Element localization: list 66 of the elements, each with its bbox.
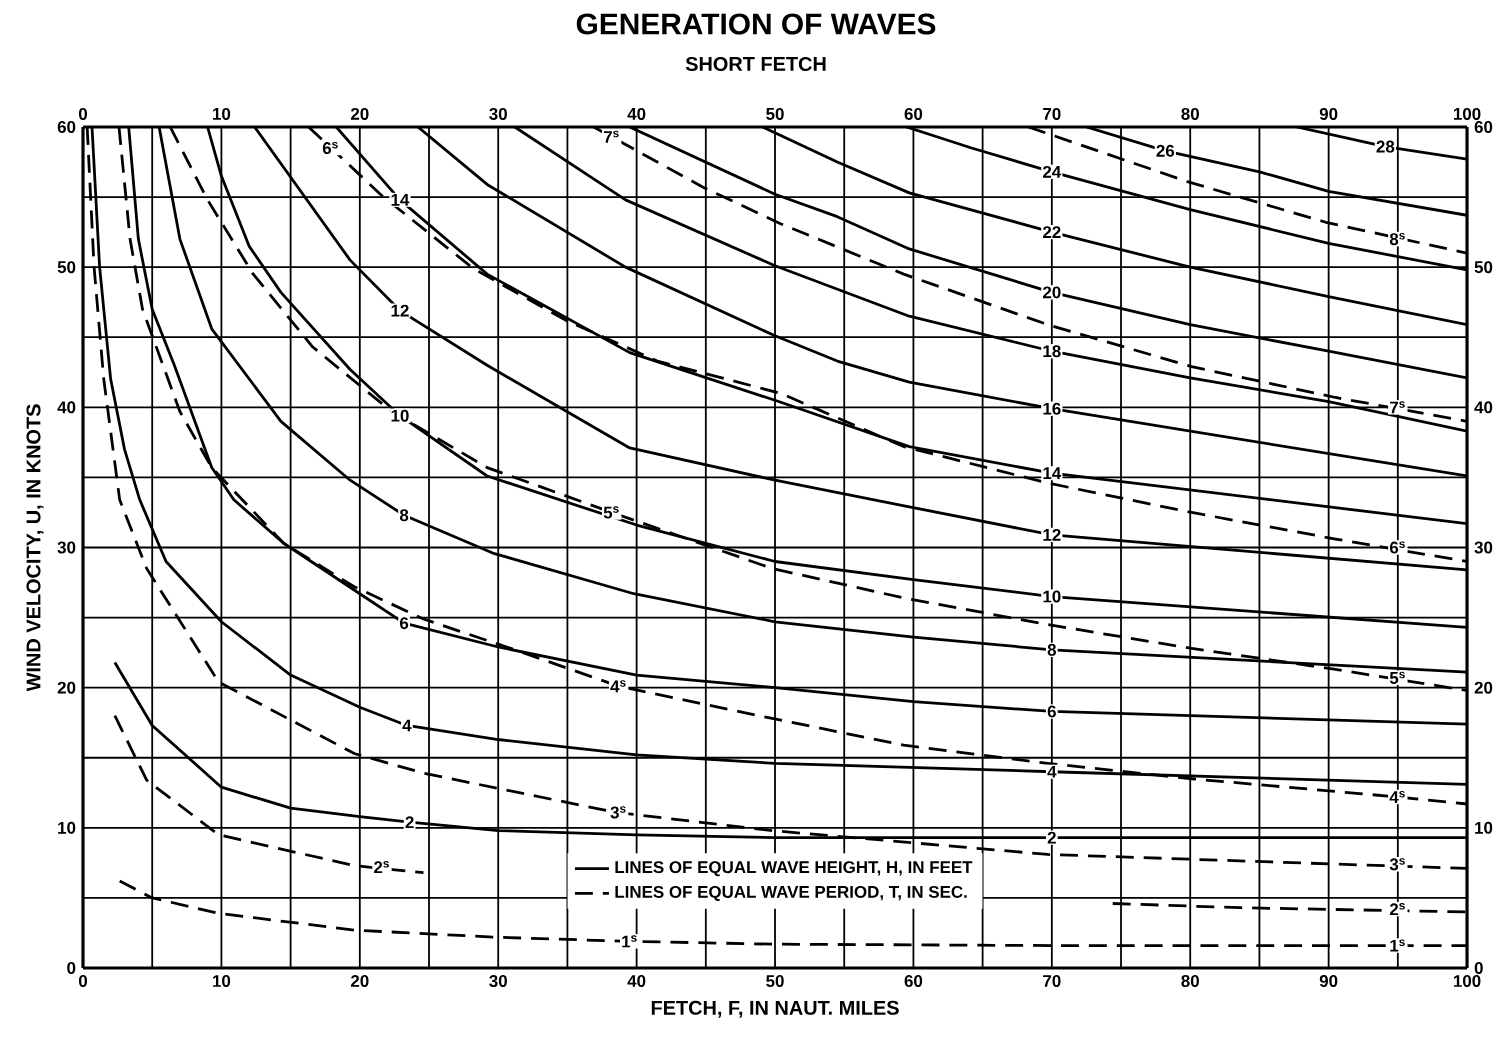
x2-tick-label: 50: [766, 975, 784, 988]
x2-tick-label: 100: [1453, 975, 1481, 988]
annotation: 22: [1043, 226, 1061, 239]
annotation: 7$^{s}$: [1390, 401, 1405, 414]
legend-label: LINES OF EQUAL WAVE HEIGHT, H, IN FEET: [615, 861, 973, 877]
x-tick-label: 30: [489, 107, 507, 120]
annotation: 8: [399, 509, 409, 522]
x2-tick-label: 40: [627, 975, 646, 988]
x-tick-label: 60: [904, 107, 923, 120]
annotation: 2$^{s}$: [1389, 903, 1405, 916]
x-tick-label: 10: [213, 107, 231, 120]
y2-tick-label: 0: [1474, 962, 1483, 974]
x2-tick-label: 80: [1181, 975, 1199, 988]
y2-tick-label: 10: [1475, 821, 1493, 834]
chart-title: GENERATION OF WAVES: [576, 13, 936, 35]
annotation: 6$^{s}$: [322, 141, 338, 155]
annotation: 4: [402, 719, 412, 732]
x-tick-label: 90: [1319, 107, 1338, 120]
annotation: 1$^{s}$: [1390, 939, 1405, 952]
annotation: 7$^{s}$: [603, 130, 619, 143]
annotation: 2: [1047, 831, 1056, 844]
annotation: 5$^{s}$: [603, 506, 619, 519]
annotation: 1$^{s}$: [622, 935, 637, 948]
y-tick-label: 60: [57, 120, 76, 133]
y2-tick-label: 20: [1474, 681, 1493, 694]
x2-tick-label: 0: [78, 975, 88, 988]
annotation: 5$^{s}$: [1389, 671, 1405, 684]
annotation: 6: [1047, 705, 1056, 718]
x-tick-label: 100: [1453, 107, 1481, 120]
annotation: 8: [1047, 643, 1057, 656]
x2-tick-label: 20: [350, 975, 369, 988]
x-tick-label: 80: [1181, 107, 1199, 120]
y2-tick-label: 50: [1474, 261, 1493, 274]
x2-tick-label: 90: [1319, 975, 1338, 988]
annotation: 6: [400, 617, 409, 630]
y-tick-label: 40: [57, 401, 76, 414]
annotation: 4$^{s}$: [610, 680, 626, 693]
annotation: 4: [1047, 765, 1057, 778]
y-tick-label: 0: [67, 962, 76, 974]
x-tick-label: 0: [78, 107, 88, 120]
annotation: 3$^{s}$: [1389, 858, 1405, 871]
x-tick-label: 40: [627, 107, 646, 120]
chart-subtitle: SHORT FETCH: [685, 56, 826, 72]
y2-tick-label: 60: [1474, 120, 1493, 133]
x2-tick-label: 60: [904, 975, 923, 988]
x-axis-title: FETCH, F, IN NAUT. MILES: [651, 1000, 899, 1018]
x2-tick-label: 30: [489, 975, 507, 988]
y-tick-label: 10: [58, 821, 76, 834]
x-tick-label: 20: [350, 107, 369, 120]
x-tick-label: 50: [766, 107, 784, 120]
annotation: 6$^{s}$: [1389, 541, 1405, 554]
x2-tick-label: 10: [213, 975, 231, 988]
annotation: 4$^{s}$: [1389, 790, 1405, 803]
y-axis-title: WIND VELOCITY, U, IN KNOTS: [26, 404, 44, 692]
y2-tick-label: 30: [1474, 541, 1493, 554]
y-tick-label: 20: [57, 681, 76, 694]
x-tick-label: 70: [1043, 107, 1061, 120]
x2-tick-label: 70: [1043, 975, 1061, 988]
annotation: 3$^{s}$: [610, 806, 626, 819]
annotation: 8$^{s}$: [1389, 233, 1405, 246]
y2-tick-label: 40: [1474, 401, 1493, 414]
legend-label: LINES OF EQUAL WAVE PERIOD, T, IN SEC.: [615, 885, 967, 902]
annotation: 2: [405, 816, 414, 829]
annotation: 2$^{s}$: [374, 861, 389, 874]
y-tick-label: 30: [57, 541, 76, 554]
y-tick-label: 50: [57, 261, 76, 274]
